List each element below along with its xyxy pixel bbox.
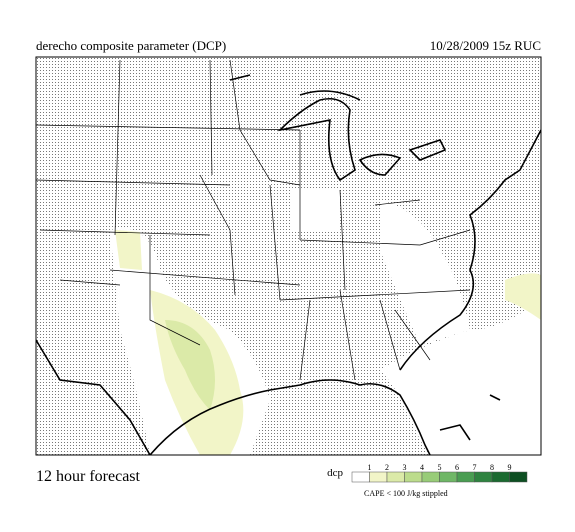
legend-tick-label: 4 (420, 463, 424, 472)
color-legend: 1 2 3 4 5 6 7 8 9 (351, 463, 528, 483)
legend-tick-label: 9 (508, 463, 512, 472)
legend-swatch (404, 471, 423, 483)
legend-swatch (386, 471, 405, 483)
legend-note: CAPE < 100 J/kg stippled (364, 489, 448, 498)
legend-swatch (474, 471, 493, 483)
legend-swatch (509, 471, 528, 483)
legend-tick-label: 8 (490, 463, 494, 472)
legend-tick-label: 5 (438, 463, 442, 472)
legend-swatch (456, 471, 475, 483)
forecast-label: 12 hour forecast (36, 468, 141, 485)
legend-swatch (421, 471, 440, 483)
legend-swatch (351, 471, 370, 483)
legend-tick-label: 7 (473, 463, 477, 472)
legend-tick-label: 3 (403, 463, 407, 472)
legend-tick-label: 6 (455, 463, 459, 472)
legend-tick-label: 1 (368, 463, 372, 472)
legend-swatch (369, 471, 388, 483)
legend-swatch (439, 471, 458, 483)
legend-title: dcp (327, 467, 343, 479)
map-frame (35, 56, 542, 456)
map-title: derecho composite parameter (DCP) (36, 38, 226, 53)
map (36, 57, 541, 455)
legend-tick-label: 2 (385, 463, 389, 472)
valid-time: 10/28/2009 15z RUC (430, 38, 541, 53)
legend-swatch (491, 471, 510, 483)
